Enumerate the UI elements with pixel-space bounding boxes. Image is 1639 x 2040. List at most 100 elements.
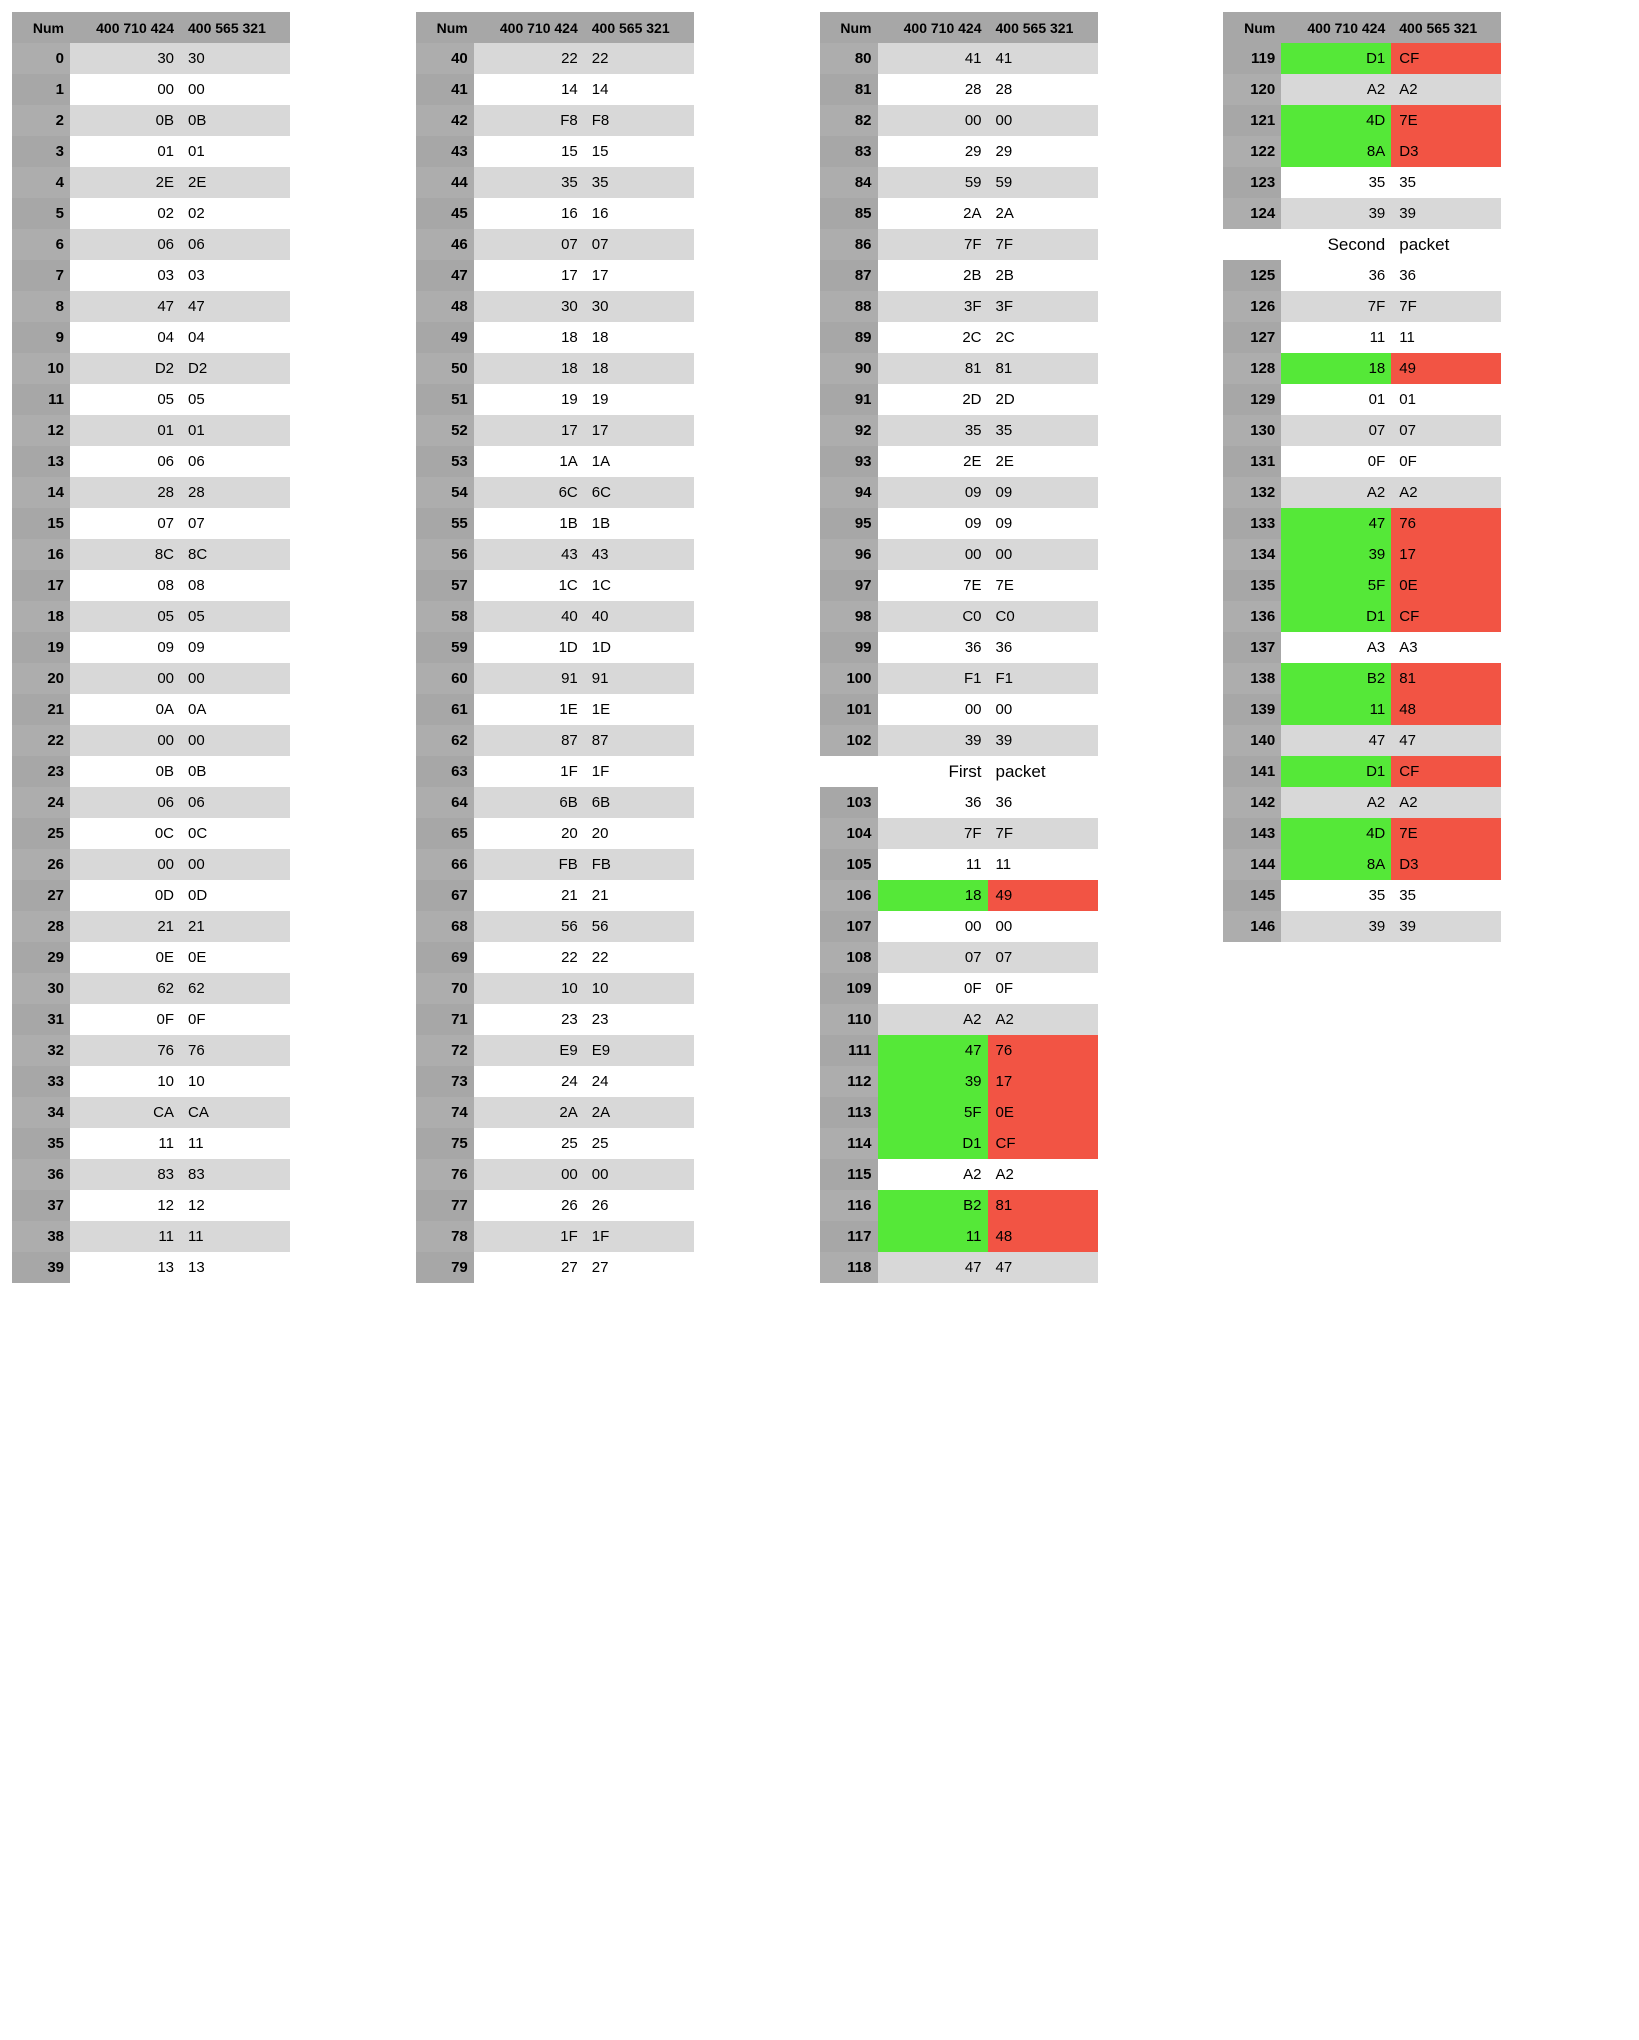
value-b: A3 bbox=[1391, 632, 1501, 663]
row-number: 139 bbox=[1223, 694, 1281, 725]
header-col-b: 400 565 321 bbox=[180, 12, 290, 43]
table-row: 1171148 bbox=[820, 1221, 1224, 1252]
value-a: 00 bbox=[878, 105, 988, 136]
value-b: A2 bbox=[988, 1159, 1098, 1190]
header-num: Num bbox=[416, 12, 474, 43]
table-row: 1135F0E bbox=[820, 1097, 1224, 1128]
row-number: 11 bbox=[12, 384, 70, 415]
row-number: 12 bbox=[12, 415, 70, 446]
row-number: 67 bbox=[416, 880, 474, 911]
value-b: 7E bbox=[1391, 105, 1501, 136]
value-b: 7F bbox=[1391, 291, 1501, 322]
table-column: Num400 710 424400 565 321030301000020B0B… bbox=[12, 12, 416, 1283]
table-row: 371212 bbox=[12, 1190, 416, 1221]
value-a: 36 bbox=[1281, 260, 1391, 291]
row-number: 90 bbox=[820, 353, 878, 384]
value-b: 39 bbox=[988, 725, 1098, 756]
value-a: 40 bbox=[474, 601, 584, 632]
table-row: 310F0F bbox=[12, 1004, 416, 1035]
value-b: 2E bbox=[988, 446, 1098, 477]
value-a: 35 bbox=[1281, 880, 1391, 911]
row-number: 58 bbox=[416, 601, 474, 632]
value-a: 00 bbox=[878, 539, 988, 570]
value-a: 2B bbox=[878, 260, 988, 291]
table-row: 1184747 bbox=[820, 1252, 1224, 1283]
value-a: 16 bbox=[474, 198, 584, 229]
table-row: 867F7F bbox=[820, 229, 1224, 260]
header-row: Num400 710 424400 565 321 bbox=[416, 12, 820, 43]
value-a: 47 bbox=[70, 291, 180, 322]
value-a: 36 bbox=[878, 787, 988, 818]
value-b: 28 bbox=[988, 74, 1098, 105]
table-row: 908181 bbox=[820, 353, 1224, 384]
value-b: 1F bbox=[584, 1221, 694, 1252]
row-number: 116 bbox=[820, 1190, 878, 1221]
table-row: 168C8C bbox=[12, 539, 416, 570]
value-b: 36 bbox=[988, 787, 1098, 818]
value-b: 07 bbox=[988, 942, 1098, 973]
value-b: 00 bbox=[180, 849, 290, 880]
value-b: 00 bbox=[180, 663, 290, 694]
value-a: 47 bbox=[878, 1252, 988, 1283]
value-b: 17 bbox=[584, 415, 694, 446]
value-b: 08 bbox=[180, 570, 290, 601]
value-a: 39 bbox=[1281, 198, 1391, 229]
value-b: 22 bbox=[584, 942, 694, 973]
row-number: 146 bbox=[1223, 911, 1281, 942]
table-row: 1080707 bbox=[820, 942, 1224, 973]
section-label-b: packet bbox=[1391, 229, 1501, 260]
table-row: 1033636 bbox=[820, 787, 1224, 818]
value-b: 35 bbox=[1391, 880, 1501, 911]
value-b: 0E bbox=[180, 942, 290, 973]
value-b: 48 bbox=[1391, 694, 1501, 725]
value-a: A2 bbox=[1281, 787, 1391, 818]
row-number: 26 bbox=[12, 849, 70, 880]
section-label-a: Second bbox=[1281, 229, 1391, 260]
row-number: 75 bbox=[416, 1128, 474, 1159]
table-row: 752525 bbox=[416, 1128, 820, 1159]
value-a: 3F bbox=[878, 291, 988, 322]
value-a: 7F bbox=[878, 818, 988, 849]
value-b: 27 bbox=[584, 1252, 694, 1283]
value-b: E9 bbox=[584, 1035, 694, 1066]
row-number: 48 bbox=[416, 291, 474, 322]
value-a: 47 bbox=[1281, 508, 1391, 539]
value-a: 11 bbox=[1281, 694, 1391, 725]
value-b: 07 bbox=[584, 229, 694, 260]
table-row: 1010000 bbox=[820, 694, 1224, 725]
table-row: 132A2A2 bbox=[1223, 477, 1627, 508]
value-a: 2D bbox=[878, 384, 988, 415]
table-row: 1070000 bbox=[820, 911, 1224, 942]
table-row: 1228AD3 bbox=[1223, 136, 1627, 167]
value-b: 10 bbox=[180, 1066, 290, 1097]
row-number: 2 bbox=[12, 105, 70, 136]
value-b: 00 bbox=[180, 74, 290, 105]
row-number: 68 bbox=[416, 911, 474, 942]
row-number: 87 bbox=[820, 260, 878, 291]
row-number: 5 bbox=[12, 198, 70, 229]
value-b: 7E bbox=[988, 570, 1098, 601]
table-row: 1290101 bbox=[1223, 384, 1627, 415]
row-number: 78 bbox=[416, 1221, 474, 1252]
value-b: 1A bbox=[584, 446, 694, 477]
row-number: 62 bbox=[416, 725, 474, 756]
value-a: 07 bbox=[474, 229, 584, 260]
table-row: 950909 bbox=[820, 508, 1224, 539]
row-number: 9 bbox=[12, 322, 70, 353]
value-b: 00 bbox=[988, 694, 1098, 725]
value-a: 04 bbox=[70, 322, 180, 353]
table-row: 230B0B bbox=[12, 756, 416, 787]
value-b: 41 bbox=[988, 43, 1098, 74]
row-number: 57 bbox=[416, 570, 474, 601]
value-a: 01 bbox=[1281, 384, 1391, 415]
value-b: F8 bbox=[584, 105, 694, 136]
value-b: 10 bbox=[584, 973, 694, 1004]
value-a: 2E bbox=[70, 167, 180, 198]
value-a: 22 bbox=[474, 43, 584, 74]
value-a: 23 bbox=[474, 1004, 584, 1035]
row-number: 69 bbox=[416, 942, 474, 973]
value-b: A2 bbox=[988, 1004, 1098, 1035]
value-a: 35 bbox=[1281, 167, 1391, 198]
table-row: 685656 bbox=[416, 911, 820, 942]
header-row: Num400 710 424400 565 321 bbox=[12, 12, 416, 43]
